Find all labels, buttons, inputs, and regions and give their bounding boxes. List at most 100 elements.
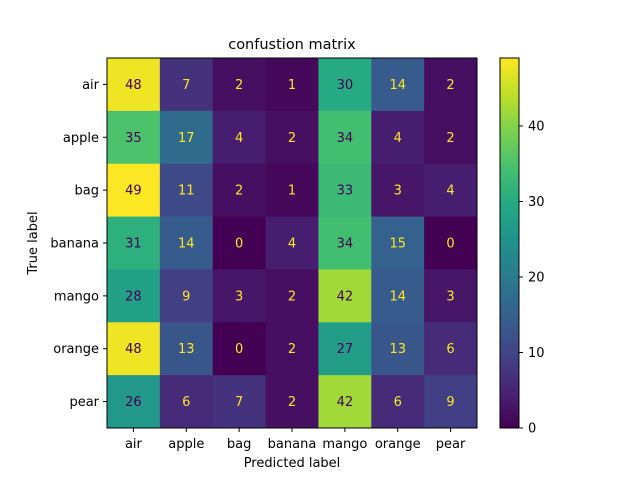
heatmap-cell: [159, 163, 214, 218]
heatmap-cell: [424, 163, 478, 218]
colorbar-tick-label: 20: [528, 270, 545, 285]
heatmap-cell: [265, 375, 319, 429]
heatmap-cell: [212, 216, 267, 270]
heatmap-cell: [265, 269, 319, 323]
cell-value-label: 6: [446, 342, 454, 357]
cell-value-label: 14: [178, 237, 195, 252]
cell-value-label: 49: [125, 184, 142, 199]
y-tick-label: banana: [50, 237, 99, 252]
cell-value-label: 34: [337, 237, 354, 252]
x-tick-label: banana: [268, 437, 317, 452]
x-tick-label: orange: [375, 437, 421, 452]
cell-value-label: 42: [337, 395, 354, 410]
heatmap-cell: [424, 322, 478, 376]
heatmap-cell: [318, 322, 372, 376]
heatmap-cell: [318, 269, 372, 323]
y-tick-label: bag: [75, 184, 99, 199]
cell-value-label: 7: [235, 395, 243, 410]
heatmap-cell: [424, 269, 478, 323]
cell-value-label: 26: [125, 395, 142, 410]
heatmap-cells: [107, 58, 478, 429]
cell-value-label: 27: [337, 342, 354, 357]
cell-value-label: 17: [178, 131, 195, 146]
cell-value-label: 2: [446, 78, 454, 93]
cell-value-label: 48: [125, 78, 142, 93]
x-tick-label: bag: [227, 437, 251, 452]
cell-value-label: 9: [182, 289, 190, 304]
y-tick-label: pear: [69, 395, 99, 410]
cell-value-label: 2: [288, 395, 296, 410]
heatmap-cell: [265, 216, 319, 270]
heatmap-cell: [107, 269, 161, 323]
heatmap-cell: [371, 110, 425, 165]
cell-value-label: 3: [446, 289, 454, 304]
cell-value-label: 30: [337, 78, 354, 93]
x-axis-label: Predicted label: [244, 456, 341, 471]
heatmap-cell: [212, 269, 267, 323]
heatmap-cell: [371, 322, 425, 376]
heatmap-cell: [212, 322, 267, 376]
heatmap-cell: [424, 375, 478, 429]
heatmap-cell: [265, 163, 319, 218]
cell-value-label: 0: [235, 342, 243, 357]
cell-value-label: 15: [389, 237, 406, 252]
cell-value-label: 9: [446, 395, 454, 410]
cell-value-label: 1: [288, 78, 296, 93]
cell-value-label: 35: [125, 131, 142, 146]
cell-value-label: 3: [235, 289, 243, 304]
heatmap-cell: [159, 375, 214, 429]
y-tick-label: orange: [53, 342, 99, 357]
heatmap-cell: [107, 322, 161, 376]
cell-value-label: 48: [125, 342, 142, 357]
x-axis-ticks: air apple bag banana mango orange pear: [125, 428, 466, 452]
cell-value-label: 2: [288, 289, 296, 304]
x-tick-label: apple: [168, 437, 204, 452]
cell-value-label: 2: [446, 131, 454, 146]
y-tick-label: apple: [63, 131, 99, 146]
heatmap-cell: [107, 163, 161, 218]
heatmap-cell: [107, 216, 161, 270]
heatmap-cell: [424, 110, 478, 165]
heatmap-cell: [371, 58, 425, 112]
x-tick-label: air: [125, 437, 143, 452]
heatmap-cell: [265, 58, 319, 112]
cell-value-label: 2: [288, 131, 296, 146]
heatmap-cell: [212, 375, 267, 429]
heatmap-cell: [159, 58, 214, 112]
heatmap-cell-labels: 48 7 2 1 30 14 235 17 4 2 34 4 249 11 2 1 33 3 431 14 0 4 34 15…: [125, 78, 455, 410]
heatmap-cell: [265, 110, 319, 165]
heatmap-cell: [424, 58, 478, 112]
cell-value-label: 6: [394, 395, 402, 410]
heatmap-cell: [318, 110, 372, 165]
heatmap-cell: [371, 163, 425, 218]
y-tick-label: air: [82, 78, 100, 93]
cell-value-label: 2: [235, 184, 243, 199]
heatmap-cell: [424, 216, 478, 270]
heatmap-cell: [159, 269, 214, 323]
heatmap-cell: [159, 216, 214, 270]
cell-value-label: 13: [178, 342, 195, 357]
heatmap-cell: [318, 375, 372, 429]
cell-value-label: 1: [288, 184, 296, 199]
colorbar-tick-label: 40: [528, 119, 545, 134]
cell-value-label: 4: [394, 131, 402, 146]
x-tick-label: pear: [436, 437, 466, 452]
cell-value-label: 0: [235, 237, 243, 252]
heatmap-cell: [212, 58, 267, 112]
cell-value-label: 3: [394, 184, 402, 199]
colorbar-tick-label: 10: [528, 346, 545, 361]
cell-value-label: 0: [446, 237, 454, 252]
heatmap-cell: [159, 110, 214, 165]
cell-value-label: 33: [337, 184, 354, 199]
cell-value-label: 7: [182, 78, 190, 93]
heatmap-cell: [212, 110, 267, 165]
cell-value-label: 34: [337, 131, 354, 146]
x-tick-label: mango: [322, 437, 367, 452]
heatmap-cell: [371, 375, 425, 429]
colorbar-tick-label: 30: [528, 195, 545, 210]
cell-value-label: 14: [389, 78, 406, 93]
heatmap-cell: [371, 269, 425, 323]
y-tick-label: mango: [54, 289, 99, 304]
cell-value-label: 4: [235, 131, 243, 146]
